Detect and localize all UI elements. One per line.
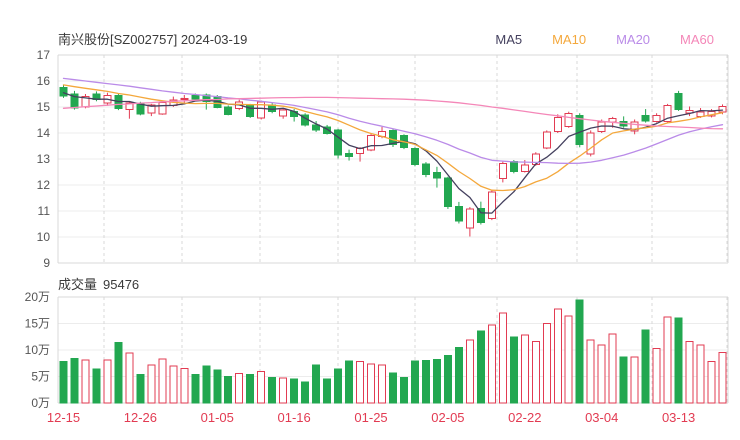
volume-chart-plot-area[interactable]	[58, 297, 728, 403]
price-tick-label: 17	[37, 48, 51, 62]
volume-tick-label: 10万	[25, 343, 50, 357]
volume-tick-label: 5万	[31, 370, 50, 384]
ma-line-ma20	[62, 77, 724, 165]
volume-bars	[59, 299, 727, 404]
x-tick-label: 01-25	[354, 410, 387, 425]
main-chart-plot-area[interactable]	[58, 55, 728, 263]
price-tick-label: 11	[38, 204, 51, 218]
price-tick-label: 15	[37, 100, 51, 114]
x-tick-label: 01-05	[201, 410, 234, 425]
x-tick-label: 01-16	[278, 410, 311, 425]
price-tick-label: 13	[37, 152, 51, 166]
volume-tick-label: 15万	[25, 317, 50, 331]
x-tick-label: 03-13	[662, 410, 695, 425]
volume-header: 成交量 95476	[58, 274, 139, 293]
volume-tick-label: 0万	[31, 396, 50, 410]
price-tick-label: 12	[37, 178, 51, 192]
ma-lines	[62, 77, 724, 214]
legend-ma10[interactable]: MA10	[552, 32, 587, 47]
x-tick-label: 02-22	[508, 410, 541, 425]
legend-ma5[interactable]: MA5	[495, 32, 523, 47]
ma-legend: MA5 MA10 MA20 MA60	[495, 32, 714, 47]
chart-header: 南兴股份[SZ002757] 2024-03-19 MA5 MA10 MA20 MA6…	[58, 29, 714, 48]
x-tick-label: 03-04	[585, 410, 618, 425]
price-tick-label: 16	[37, 74, 51, 88]
volume-label: 成交量	[58, 277, 98, 292]
ma-line-ma5	[62, 92, 724, 214]
x-tick-label: 02-05	[431, 410, 464, 425]
ma-line-ma60	[62, 96, 724, 130]
legend-ma60[interactable]: MA60	[680, 32, 714, 47]
price-tick-label: 14	[37, 126, 51, 140]
volume-tick-label: 20万	[25, 290, 50, 304]
price-tick-label: 10	[37, 230, 51, 244]
volume-value: 95476	[103, 277, 140, 292]
chart-title: 南兴股份[SZ002757] 2024-03-19	[58, 32, 248, 47]
ma-line-ma10	[62, 84, 724, 192]
legend-ma20[interactable]: MA20	[616, 32, 651, 47]
x-tick-label: 12-15	[47, 410, 80, 425]
price-tick-label: 9	[43, 256, 50, 270]
x-tick-label: 12-26	[124, 410, 157, 425]
